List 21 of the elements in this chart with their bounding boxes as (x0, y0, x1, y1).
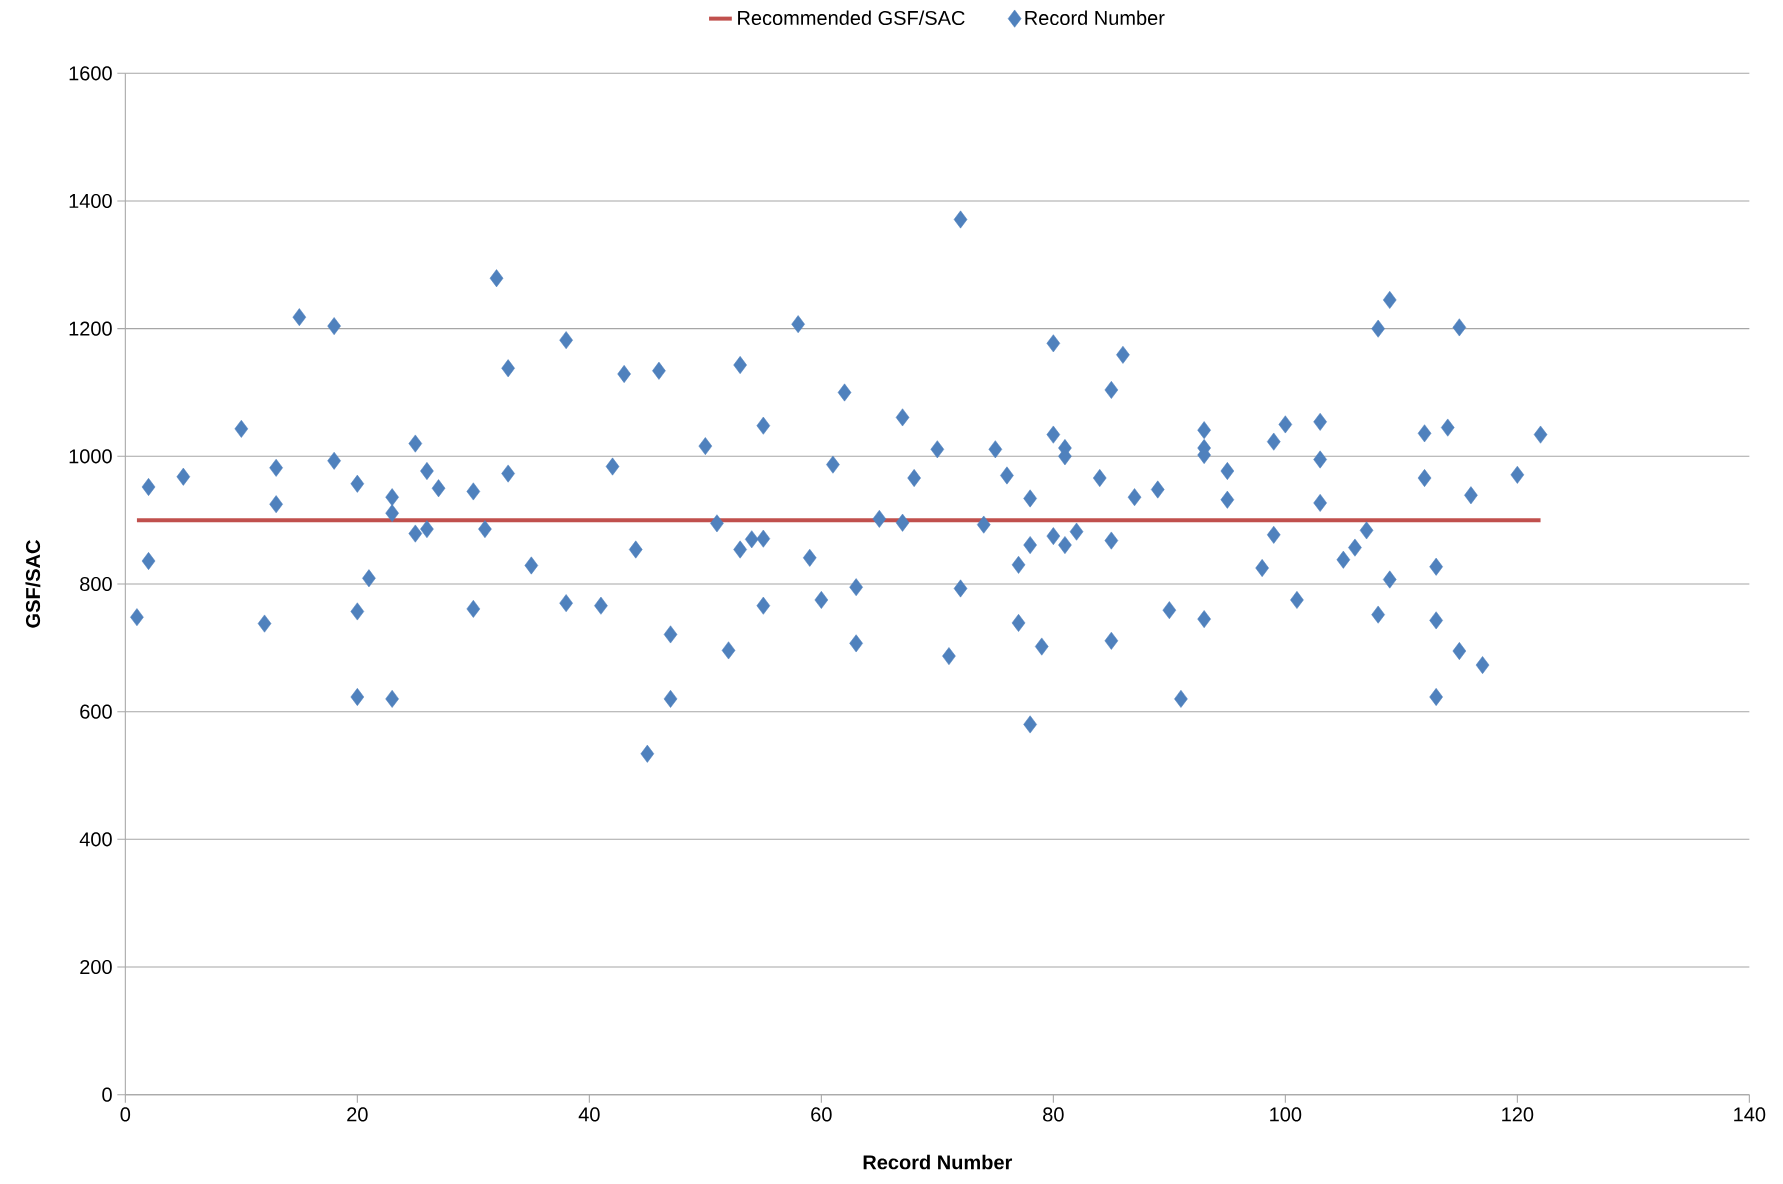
y-tick-label: 1600 (69, 66, 112, 81)
y-tick-label: 0 (102, 1087, 112, 1102)
x-tick-label: 0 (120, 1107, 131, 1122)
x-tick-label: 100 (1270, 1107, 1302, 1122)
x-tick-label: 80 (1043, 1107, 1064, 1122)
x-tick-label: 40 (578, 1107, 600, 1122)
y-tick-label: 200 (80, 959, 112, 975)
legend-label: Record Number (1025, 10, 1165, 26)
legend-label: Recommended GSF/SAC (738, 10, 965, 26)
y-tick-label: 1400 (69, 193, 112, 209)
y-tick-label: 800 (80, 576, 112, 592)
x-tick-label: 140 (1734, 1107, 1766, 1122)
x-tick-label: 120 (1502, 1107, 1534, 1122)
y-tick-label: 1200 (69, 321, 112, 336)
y-tick-label: 600 (80, 704, 112, 719)
x-tick-label: 20 (347, 1107, 368, 1122)
y-axis-title: GSF/SAC (25, 540, 41, 628)
y-tick-label: 400 (79, 832, 112, 847)
y-tick-label: 1000 (69, 449, 112, 464)
x-axis-title: Record Number (863, 1154, 1013, 1170)
x-tick-label: 60 (811, 1107, 832, 1122)
